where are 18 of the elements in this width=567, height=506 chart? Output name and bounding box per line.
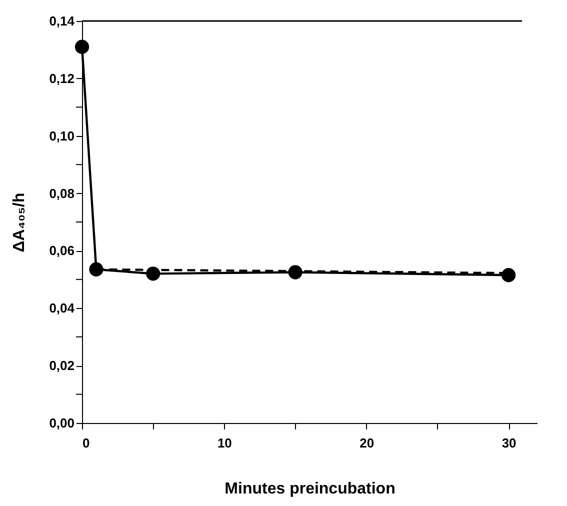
point [89, 262, 104, 276]
y-tick-label: 0,08 [49, 186, 74, 201]
y-tick-label: 0,00 [49, 416, 74, 430]
x-tick-label: 10 [217, 436, 232, 450]
y-tick-label: 0,12 [49, 70, 74, 86]
point [501, 268, 516, 282]
x-tick-label: 0 [82, 436, 90, 450]
y-tick-label: 0,02 [49, 358, 74, 374]
x-tick-label: 30 [502, 436, 516, 450]
y-tick-label: 0,06 [49, 243, 74, 258]
y-axis-title: ΔA₄₀₅/h [11, 192, 28, 252]
y-tick-label: 0,10 [49, 128, 74, 144]
x-axis-title: Minutes preincubation [224, 480, 396, 498]
point [146, 266, 160, 281]
point [74, 40, 90, 54]
x-tick-label: 20 [360, 436, 374, 450]
y-tick-label: 0,14 [49, 14, 76, 28]
y-tick-label: 0,04 [49, 300, 76, 316]
